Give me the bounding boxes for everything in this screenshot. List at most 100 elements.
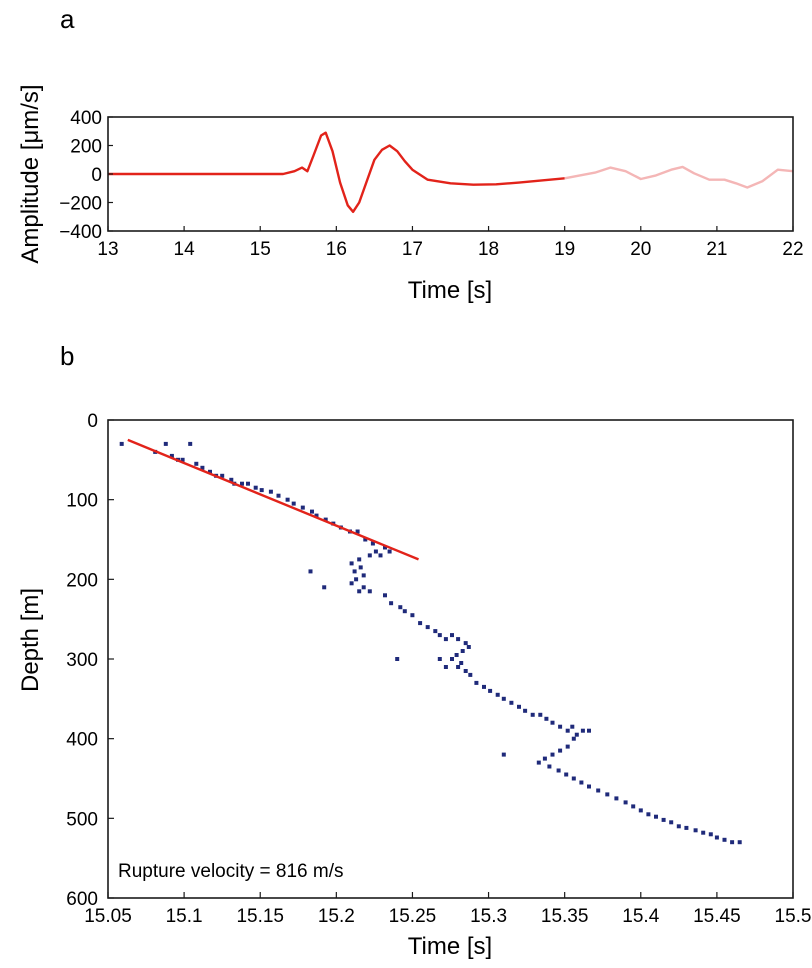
chart-a-ytick-label: 0	[91, 165, 102, 186]
chart-b-point	[395, 657, 400, 661]
chart-b-point	[623, 800, 628, 805]
chart-a-xtick-label: 13	[97, 239, 118, 260]
chart-b-xtick-label: 15.4	[622, 906, 659, 927]
chart-b-point	[456, 637, 461, 642]
chart-a-series	[108, 131, 794, 213]
chart-a-series-line-2	[564, 165, 794, 189]
chart-b-xtick-label: 15.35	[541, 906, 589, 927]
chart-b-point	[638, 808, 643, 813]
chart-b-point	[530, 712, 535, 717]
chart-b-xtick-label: 15.05	[84, 906, 132, 927]
chart-b-point	[246, 481, 250, 486]
chart-b-point	[654, 814, 658, 819]
chart-b-point	[220, 473, 225, 478]
chart-b-point	[565, 728, 570, 733]
chart-b-fit-line	[127, 438, 419, 561]
chart-b-point	[579, 780, 584, 785]
chart-a-xtick-label: 20	[630, 239, 651, 260]
chart-b-point	[542, 756, 547, 761]
chart-b-point	[349, 581, 354, 586]
chart-b-xtick-label: 15.3	[470, 906, 507, 927]
chart-b-ytick-label: 100	[66, 491, 98, 512]
chart-b-point	[291, 501, 296, 506]
chart-b-point	[357, 589, 362, 594]
chart-b-point	[631, 804, 636, 809]
chart-b-point	[276, 493, 281, 498]
chart-a-xtick-label: 16	[326, 239, 347, 260]
chart-b-ytick-label: 300	[66, 650, 98, 671]
chart-b-point	[410, 613, 415, 618]
chart-b-ytick-label: 600	[66, 889, 98, 910]
chart-b-point	[587, 728, 591, 733]
chart-b-xtick-label: 15.1	[166, 906, 203, 927]
chart-b-point	[456, 665, 461, 669]
chart-b-point	[646, 812, 651, 817]
chart-b-point	[194, 461, 199, 466]
chart-a-xtick-label: 21	[706, 239, 727, 260]
chart-b-point	[180, 457, 185, 462]
chart-b-point	[402, 609, 407, 614]
chart-b-point	[517, 704, 521, 709]
chart-b-point	[367, 589, 372, 594]
chart-b-point	[418, 621, 423, 626]
chart-b-point	[571, 776, 576, 781]
chart-b-point	[523, 708, 528, 713]
chart-b-point	[565, 744, 570, 749]
chart-b-point	[669, 820, 674, 825]
chart-b-point	[708, 832, 713, 837]
chart-b-point	[466, 645, 471, 649]
chart-b-point	[437, 633, 442, 638]
chart-b-point	[383, 593, 387, 598]
chart-b-point	[574, 732, 579, 737]
chart-b-point	[169, 453, 174, 458]
chart-b-ytick-label: 200	[66, 570, 98, 591]
chart-a-ytick-label: −400	[59, 222, 102, 243]
chart-b-point	[722, 837, 727, 842]
chart-b-ytick-label: 0	[87, 411, 98, 432]
chart-b-point	[454, 653, 459, 657]
chart-b-point	[437, 657, 442, 661]
chart-b-point	[570, 724, 575, 729]
chart-b-point	[373, 549, 378, 554]
chart-b-point	[443, 665, 448, 669]
chart-a-series-line-1	[108, 131, 565, 213]
chart-a-xtick-label: 17	[402, 239, 423, 260]
chart-b-point	[383, 545, 387, 550]
chart-b-point	[558, 748, 563, 753]
chart-b-point	[550, 752, 555, 757]
chart-b-xtick-label: 15.5	[775, 906, 812, 927]
chart-b-point	[354, 577, 359, 582]
chart-b-point	[661, 817, 666, 822]
chart-b-ytick-label: 400	[66, 730, 98, 751]
chart-a-yticks: 400 200 0 −200 −400	[59, 108, 113, 243]
chart-b-point	[450, 633, 454, 638]
chart-b-point	[370, 541, 375, 546]
chart-b-point	[119, 441, 124, 446]
chart-b-points	[119, 441, 742, 845]
panel-label-b: b	[60, 341, 74, 371]
chart-b-point	[357, 557, 362, 562]
chart-b-point	[387, 549, 392, 554]
chart-b-point	[730, 840, 735, 845]
chart-b-point	[538, 712, 543, 717]
chart-b-point	[701, 830, 706, 835]
chart-b-point	[587, 784, 591, 789]
chart-b-point	[558, 724, 563, 729]
chart-b-point	[536, 760, 541, 765]
chart-b-point	[482, 684, 486, 689]
chart-b-point	[571, 736, 576, 741]
chart-b-point	[693, 828, 698, 833]
chart-b-point	[268, 489, 273, 494]
chart-b-point	[200, 465, 205, 470]
chart-a-xtick-label: 15	[250, 239, 271, 260]
chart-b-point	[363, 537, 368, 542]
chart-b-point	[259, 488, 264, 493]
chart-b-point	[450, 657, 454, 661]
chart-a-ytick-label: 400	[70, 108, 102, 129]
chart-b-point	[468, 672, 473, 677]
chart-b-point	[433, 629, 438, 634]
chart-b-point	[474, 680, 479, 685]
chart-b-point	[398, 605, 403, 610]
chart-b-point	[463, 669, 468, 673]
